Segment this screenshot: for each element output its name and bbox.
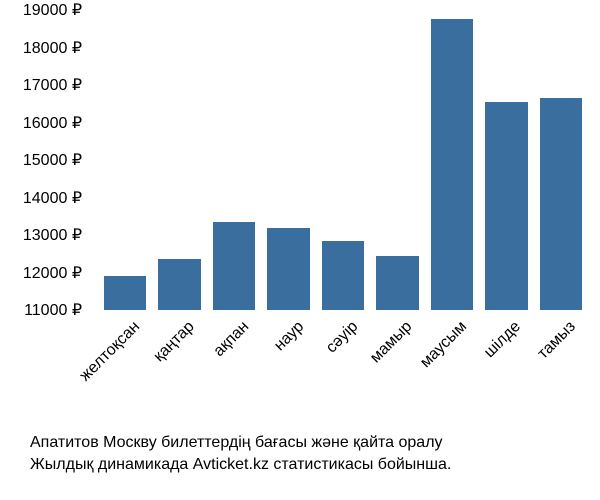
x-axis: желтоқсанқаңтарақпаннаурсәуірмамырмаусым… [98,318,588,438]
bar [431,19,473,310]
x-tick-label: шілде [481,318,525,362]
y-tick-label: 11000 ₽ [24,300,82,320]
caption-line-1: Апатитов Москву билеттердің бағасы және … [30,432,451,454]
bar [267,228,309,311]
bar [213,222,255,310]
bar [104,276,146,310]
x-tick-label: тамыз [534,318,579,363]
bar [540,98,582,310]
chart-caption: Апатитов Москву билеттердің бағасы және … [30,432,451,475]
y-tick-label: 19000 ₽ [23,0,82,20]
x-tick-label: маусым [417,318,471,372]
y-tick-label: 16000 ₽ [23,113,82,133]
y-tick-label: 17000 ₽ [23,75,82,95]
plot-area [98,10,588,310]
x-tick-label: мамыр [367,318,416,367]
x-tick-label: сәуір [323,318,362,357]
price-chart: 11000 ₽ 12000 ₽ 13000 ₽ 14000 ₽ 15000 ₽ 16000… [0,0,600,500]
caption-line-2: Жылдық динамикада Avticket.kz статистика… [30,454,451,476]
bar [322,241,364,310]
y-tick-label: 12000 ₽ [23,263,82,283]
bar [485,102,527,310]
bar [158,259,200,310]
y-tick-label: 15000 ₽ [23,150,82,170]
x-tick-label: желтоқсан [77,318,144,385]
bar [376,256,418,310]
y-tick-label: 18000 ₽ [23,38,82,58]
y-tick-label: 13000 ₽ [23,225,82,245]
x-tick-label: қаңтар [150,318,198,366]
x-tick-label: наур [271,318,308,355]
x-tick-label: ақпан [210,318,253,361]
y-tick-label: 14000 ₽ [23,188,82,208]
